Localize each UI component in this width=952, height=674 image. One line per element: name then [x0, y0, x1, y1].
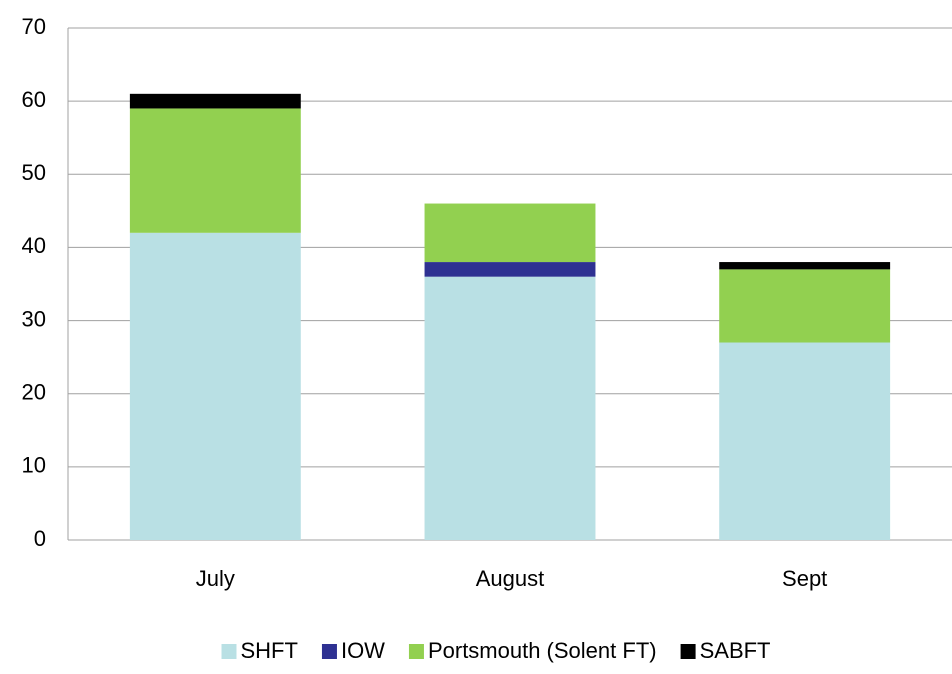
y-tick-label: 20: [22, 380, 46, 405]
legend-swatch: [408, 644, 424, 659]
x-tick-label: August: [476, 566, 545, 591]
legend-swatch: [321, 644, 337, 659]
x-tick-label: Sept: [782, 566, 827, 591]
bar-segment: [424, 203, 596, 263]
y-tick-label: 30: [22, 306, 46, 331]
y-tick-label: 10: [22, 453, 46, 478]
bar-segment: [129, 232, 301, 541]
bar-segment: [129, 108, 301, 233]
y-tick-label: 50: [22, 160, 46, 185]
bar-segment: [719, 262, 891, 270]
x-tick-label: July: [196, 566, 235, 591]
legend-swatch: [680, 644, 696, 659]
legend-label: SHFT: [241, 638, 298, 663]
bar-segment: [424, 262, 596, 277]
y-tick-label: 70: [22, 14, 46, 39]
legend-label: Portsmouth (Solent FT): [428, 638, 657, 663]
y-tick-label: 0: [34, 526, 46, 551]
legend-label: SABFT: [700, 638, 771, 663]
legend-label: IOW: [341, 638, 385, 663]
legend-swatch: [221, 644, 237, 659]
bar-segment: [129, 93, 301, 109]
bar-segment: [424, 276, 596, 540]
y-tick-label: 60: [22, 87, 46, 112]
y-tick-label: 40: [22, 233, 46, 258]
bar-segment: [719, 342, 891, 540]
bar-segment: [719, 269, 891, 343]
